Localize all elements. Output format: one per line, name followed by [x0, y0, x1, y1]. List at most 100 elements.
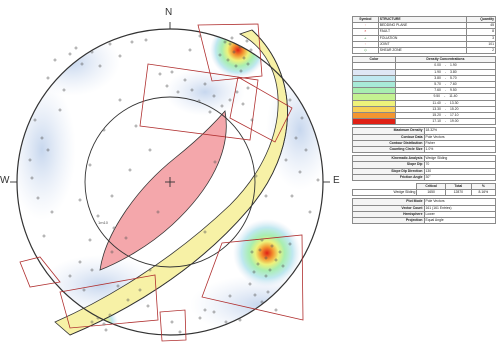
- density-to: 9.50: [450, 88, 457, 93]
- pole-point: [284, 158, 288, 162]
- pole-point: [238, 318, 242, 322]
- pole-point: [36, 196, 40, 200]
- pole-point: [238, 45, 242, 49]
- density-sep: -: [444, 63, 447, 68]
- density-table: Color Density Concentrations 0.00-1.90 1.…: [352, 56, 497, 126]
- pole-point: [118, 98, 122, 102]
- density-range: 5.70-7.60: [394, 81, 497, 89]
- pole-point: [239, 69, 243, 73]
- friction-cone: [84, 96, 256, 268]
- structure-quantity: 2: [466, 46, 496, 55]
- density-swatch: [352, 118, 396, 126]
- density-to: 17.10: [450, 113, 459, 118]
- pole-point: [252, 270, 256, 274]
- density-row: 5.70-7.60: [352, 81, 497, 89]
- pole-point: [264, 274, 268, 278]
- structure-row: ◇ SHEAR ZONE 2: [352, 46, 496, 55]
- pole-point: [258, 248, 262, 252]
- pole-point: [316, 178, 320, 182]
- density-range: 17.10-19.00: [394, 118, 497, 126]
- kinematic-info-label: Friction Angle: [352, 173, 425, 182]
- pole-point: [264, 256, 268, 260]
- total-count: 12870: [444, 189, 472, 197]
- density-row: 7.60-9.50: [352, 87, 497, 95]
- density-from: 11.40: [432, 100, 441, 105]
- structure-row: ◦ BEDDING PLANE 45: [352, 22, 496, 30]
- pole-point: [232, 50, 236, 54]
- critical-table: Critical Total % Wedge Sliding 1650 1287…: [351, 183, 497, 197]
- pole-point: [90, 320, 94, 324]
- density-to: 19.00: [450, 119, 459, 124]
- pole-point: [213, 160, 217, 164]
- pole-point: [274, 308, 278, 312]
- slope-great-circle: [69, 29, 288, 336]
- pole-point: [228, 294, 232, 298]
- pole-point: [203, 230, 207, 234]
- density-to: 15.20: [450, 106, 459, 111]
- pole-point: [88, 163, 92, 167]
- pole-point: [260, 238, 264, 242]
- structure-symbol-icon: ◇: [352, 46, 379, 55]
- stereonet-plot: 1m10: [10, 22, 330, 342]
- pole-point: [33, 118, 37, 122]
- density-row: 3.80-5.70: [352, 74, 497, 83]
- percent-header: %: [470, 183, 497, 191]
- pole-point: [234, 64, 238, 68]
- structure-quantity: 45: [466, 22, 496, 30]
- density-peak-southeast: [233, 219, 301, 287]
- structure-header: STRUCTURE: [377, 15, 468, 24]
- pole-point: [188, 48, 192, 52]
- pole-point: [98, 64, 102, 68]
- pole-point: [108, 313, 112, 317]
- pole-point: [208, 110, 212, 114]
- pole-point: [40, 136, 44, 140]
- west-label: W: [0, 175, 10, 186]
- pole-point: [134, 124, 138, 128]
- density-to: 1.90: [450, 63, 457, 68]
- density-row: 13.30-15.20: [352, 105, 497, 114]
- pole-point: [116, 284, 120, 288]
- pole-point: [308, 210, 312, 214]
- pole-point: [294, 136, 298, 140]
- pole-point: [197, 99, 201, 103]
- structure-name: BEDDING PLANE: [377, 22, 468, 30]
- plot-info-row: Projection Equal Angle: [352, 217, 496, 225]
- critical-zone: [99, 110, 227, 271]
- pole-point: [226, 58, 230, 62]
- pole-point: [250, 250, 254, 254]
- density-sep: -: [444, 75, 447, 80]
- pole-point: [46, 148, 50, 152]
- pole-point: [230, 36, 234, 40]
- kinematic-info-table: Kinematic Analysis Wedge Sliding Slope Dip…: [352, 155, 496, 182]
- density-range: 13.30-15.20: [394, 105, 497, 114]
- density-sep: -: [444, 100, 446, 105]
- pole-point: [298, 170, 302, 174]
- pole-point: [250, 118, 254, 122]
- pole-point: [228, 42, 232, 46]
- density-sep: -: [444, 119, 447, 124]
- density-to: 13.30: [449, 100, 459, 105]
- pole-point: [281, 264, 285, 268]
- pole-point: [242, 56, 246, 60]
- pole-point: [96, 316, 100, 320]
- density-from: 13.30: [432, 106, 441, 111]
- pole-point: [212, 94, 216, 98]
- pole-point: [278, 250, 282, 254]
- pole-point: [224, 320, 228, 324]
- pole-point: [183, 78, 187, 82]
- pole-point: [288, 242, 292, 246]
- density-sep: -: [444, 106, 447, 111]
- pole-point: [90, 50, 94, 54]
- density-range: 15.20-17.10: [394, 112, 497, 120]
- pole-point: [102, 128, 106, 132]
- pole-point: [264, 194, 268, 198]
- density-row: 0.00-1.90: [352, 62, 497, 70]
- pole-point: [102, 322, 106, 326]
- pole-point: [198, 34, 202, 38]
- pole-point: [165, 84, 169, 88]
- plot-info-label: Projection: [352, 217, 425, 225]
- pole-point: [118, 54, 122, 58]
- density-info-value: 1.0%: [423, 146, 496, 154]
- pole-point: [112, 226, 116, 230]
- pole-point: [96, 214, 100, 218]
